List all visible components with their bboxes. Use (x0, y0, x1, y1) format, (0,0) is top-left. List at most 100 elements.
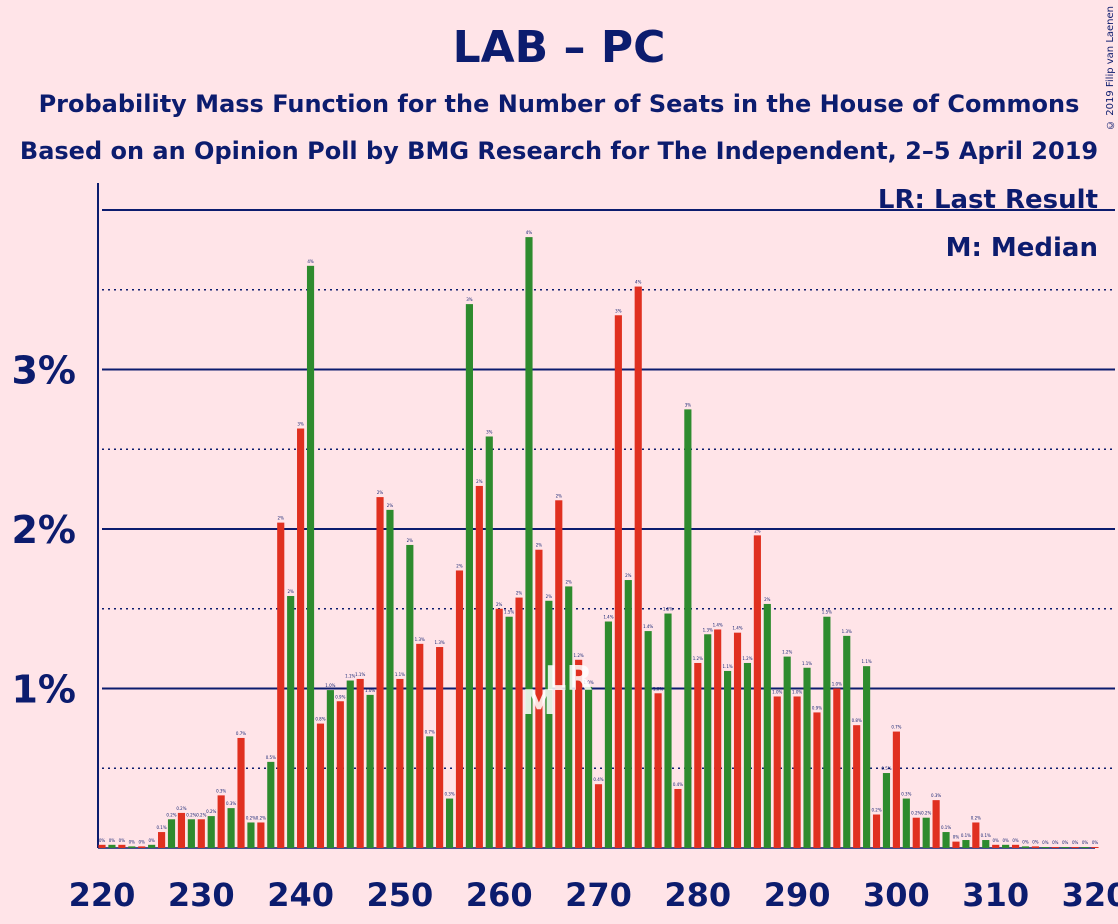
bar (455, 570, 464, 848)
bar (1002, 844, 1010, 848)
bar-data-label: 1.2% (782, 650, 792, 655)
bar-data-label: 0.8% (315, 717, 325, 722)
bar (426, 736, 434, 848)
bar (853, 725, 861, 848)
bar-data-label: 0.4% (593, 777, 603, 782)
bar-data-label: 2% (556, 493, 563, 498)
bar-data-label: 0.3% (216, 788, 226, 793)
bar-data-label: 0% (1052, 840, 1059, 845)
x-tick-label: 320 (1062, 876, 1118, 914)
bar (575, 659, 583, 848)
bar (833, 688, 841, 848)
bar-data-label: 1.5% (663, 607, 673, 612)
bar (406, 544, 414, 848)
x-tick-label: 270 (565, 876, 632, 914)
bar (962, 840, 970, 848)
bar-data-label: 1.0% (325, 683, 335, 688)
bar-data-label: 2% (566, 579, 573, 584)
bar (922, 817, 930, 848)
bar (654, 693, 662, 848)
bar-data-label: 1.0% (792, 689, 802, 694)
bar-data-label: 0.1% (156, 825, 166, 830)
bar-data-label: 1.1% (355, 672, 365, 677)
bar-data-label: 0.7% (236, 731, 246, 736)
bar-data-label: 0% (1092, 840, 1099, 845)
bar-data-label: 0.3% (226, 801, 236, 806)
bar (277, 522, 285, 848)
bar (843, 635, 851, 848)
bar-data-label: 1.3% (435, 640, 445, 645)
median-marker: M (522, 683, 556, 723)
bar-data-label: 2% (456, 563, 463, 568)
bar (326, 690, 334, 848)
bar (118, 844, 126, 848)
bar (1071, 847, 1079, 848)
bar (733, 632, 742, 848)
bar (436, 647, 444, 848)
bar-data-label: 1.1% (802, 661, 812, 666)
bar (267, 761, 275, 848)
bar-data-label: 0% (148, 838, 155, 843)
x-tick-label: 220 (69, 876, 136, 914)
bar-data-label: 1.1% (345, 674, 355, 679)
bar (724, 670, 732, 848)
bar (217, 795, 225, 848)
bar-data-label: 0.3% (444, 792, 454, 797)
bar (138, 846, 146, 848)
bar-data-label: 0.5% (266, 755, 276, 760)
bar-data-label: 0% (109, 838, 116, 843)
bar (525, 237, 533, 849)
bar (515, 597, 523, 848)
bar-data-label: 1.0% (653, 686, 663, 691)
bar-data-label: 0.1% (941, 825, 951, 830)
bar-data-label: 0.8% (852, 718, 862, 723)
bar (505, 616, 513, 848)
bar (297, 428, 305, 848)
bar (336, 701, 344, 848)
bar-data-label: 1.2% (693, 656, 703, 661)
bar (98, 844, 106, 848)
bar-data-label: 0.3% (901, 792, 911, 797)
bar-data-label: 2% (387, 503, 394, 508)
bar (207, 816, 215, 848)
bar (306, 265, 315, 848)
legend-median: M: Median (945, 233, 1098, 263)
bar-data-label: 3% (297, 422, 304, 427)
bar-data-label: 1.5% (822, 610, 832, 615)
bar (942, 832, 950, 848)
bar (1031, 846, 1039, 848)
bar (664, 613, 672, 848)
bar-data-label: 0.2% (921, 811, 931, 816)
bar-data-label: 1.0% (365, 688, 375, 693)
bar (863, 666, 871, 848)
bar (1061, 847, 1069, 848)
bar-data-label: 1.1% (862, 659, 872, 664)
bar (396, 678, 404, 848)
bar-data-label: 0.2% (176, 806, 186, 811)
bar-data-label: 3% (615, 308, 622, 313)
bar-data-label: 0.4% (673, 782, 683, 787)
bar (753, 535, 761, 848)
x-tick-label: 250 (367, 876, 434, 914)
bar (952, 841, 960, 848)
bar-data-label: 0.3% (931, 793, 941, 798)
bar (872, 814, 881, 848)
bar-data-label: 0.2% (206, 809, 216, 814)
bar-data-label: 0% (1062, 840, 1069, 845)
bar (823, 616, 831, 848)
bar-data-label: 3% (466, 297, 473, 302)
bar-data-label: 0.2% (196, 812, 206, 817)
x-tick-label: 310 (962, 876, 1029, 914)
bar-data-label: 0.2% (256, 815, 266, 820)
bar (743, 662, 752, 848)
bar-data-label: 0.7% (425, 729, 435, 734)
bar (614, 315, 622, 848)
bar (634, 286, 642, 848)
chart-subtitle-1: Probability Mass Function for the Number… (38, 90, 1080, 118)
bar (604, 621, 613, 848)
bar-data-label: 1.4% (732, 626, 742, 631)
bar (177, 812, 186, 848)
x-tick-label: 240 (267, 876, 334, 914)
bar (475, 485, 483, 848)
bar (366, 694, 374, 848)
